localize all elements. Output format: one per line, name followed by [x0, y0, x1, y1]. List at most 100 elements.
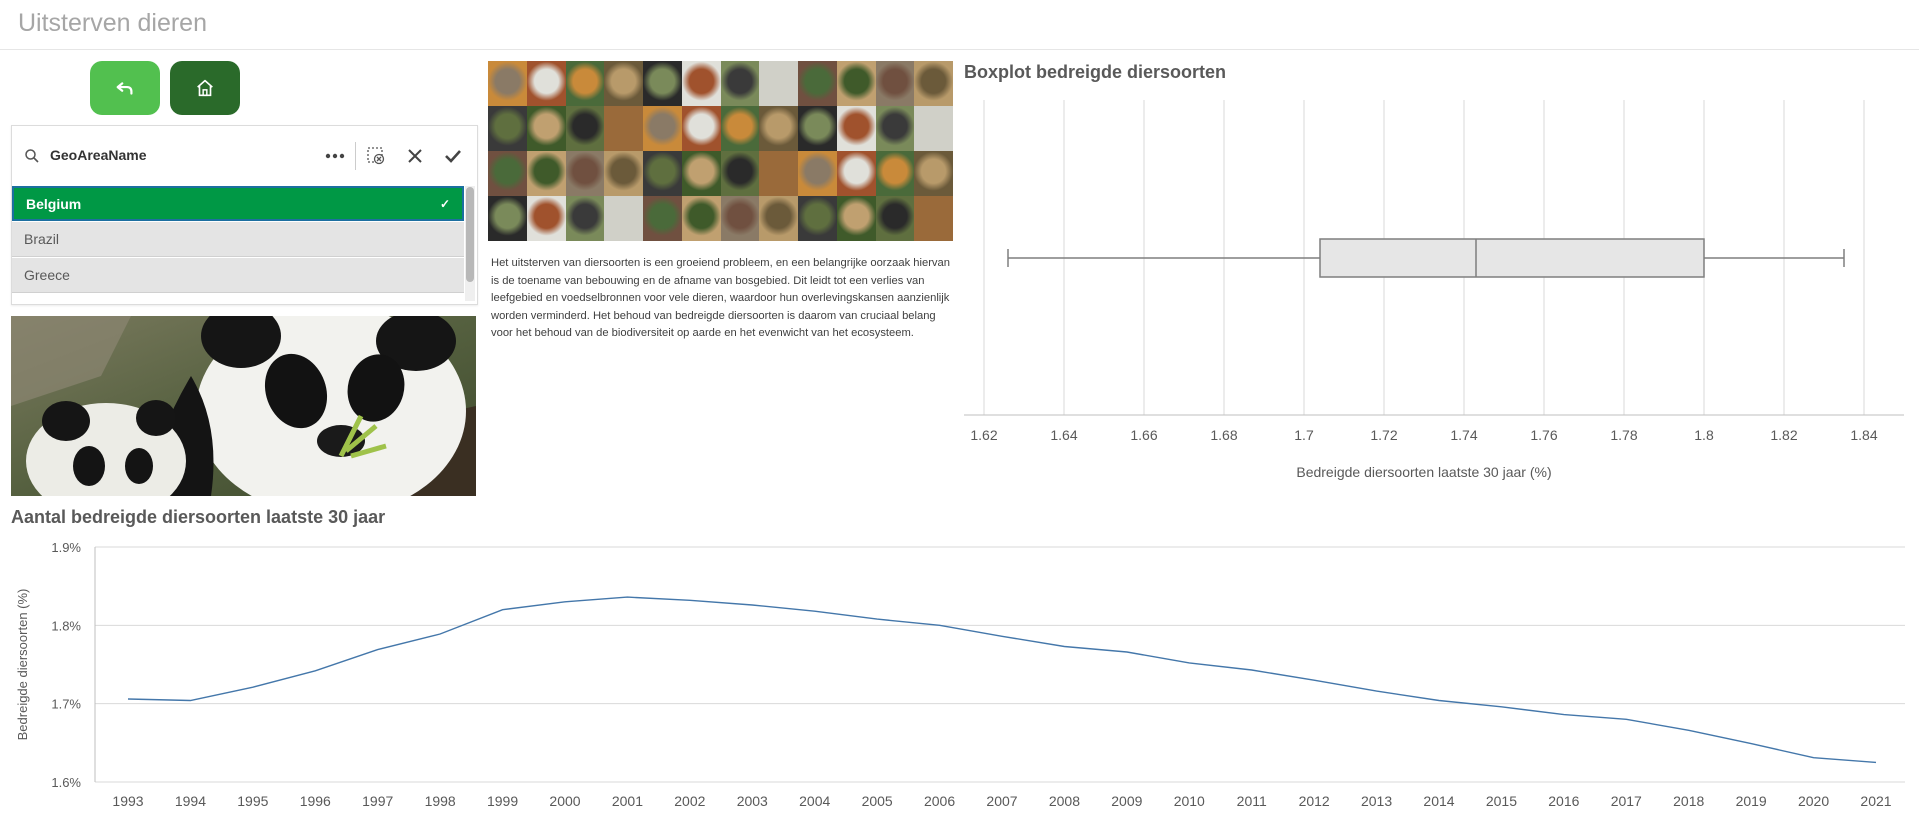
collage-tile [565, 61, 605, 106]
home-icon [197, 79, 213, 97]
linechart-y-tick-label: 1.8% [51, 618, 81, 633]
linechart-x-tick-label: 2018 [1673, 793, 1704, 809]
linechart-y-axis-label: Bedreigde diersoorten (%) [15, 589, 30, 741]
selected-check-icon: ✓ [439, 196, 450, 211]
collage-tile [604, 151, 643, 196]
collage-tile [565, 196, 605, 241]
linechart-x-tick-label: 1996 [300, 793, 331, 809]
filter-item-greece[interactable]: Greece [12, 258, 464, 293]
filter-item-label: Greece [24, 267, 70, 283]
boxplot-tick-label: 1.78 [1610, 427, 1637, 443]
collage-tile [759, 151, 798, 196]
filter-item-label: Belgium [26, 195, 82, 212]
collage-tile [759, 196, 798, 241]
collage-tile [914, 106, 953, 151]
description-text: Het uitsterven van diersoorten is een gr… [491, 257, 950, 340]
boxplot-tick-label: 1.64 [1050, 427, 1077, 443]
collage-tile [643, 61, 682, 106]
collage-tile [875, 196, 915, 241]
boxplot-tick-label: 1.82 [1770, 427, 1797, 443]
linechart-x-tick-label: 2007 [986, 793, 1017, 809]
boxplot-chart: 1.62 1.64 1.66 1.68 1.7 1.72 1.74 1.76 1.78 1.8 1.… [964, 100, 1904, 480]
filter-item-belgium[interactable]: Belgium ✓ [12, 186, 464, 221]
collage-tile [798, 106, 837, 151]
boxplot-tick-label: 1.84 [1850, 427, 1877, 443]
boxplot-x-axis-label: Bedreigde diersoorten laatste 30 jaar (%… [1296, 464, 1551, 480]
linechart-x-tick-label: 2017 [1611, 793, 1642, 809]
collage-tile [488, 196, 527, 241]
collage-tile [875, 61, 915, 106]
linechart-y-tick-label: 1.7% [51, 697, 81, 712]
collage-tile [604, 61, 643, 106]
collage-tile [643, 151, 682, 196]
confirm-check-icon[interactable] [441, 144, 465, 168]
collage-tile [526, 106, 566, 151]
collage-tile [914, 151, 953, 196]
collage-tile [681, 151, 721, 196]
linechart-x-tick-label: 2019 [1736, 793, 1767, 809]
collage-tile [798, 196, 837, 241]
boxplot-tick-label: 1.74 [1450, 427, 1477, 443]
back-arrow-icon [116, 82, 133, 95]
linechart-y-tick-label: 1.6% [51, 775, 81, 790]
linechart-x-tick-label: 1998 [425, 793, 456, 809]
filter-item-label: Brazil [24, 231, 60, 247]
app-title: Uitsterven dieren [18, 9, 207, 37]
collage-tile [875, 106, 915, 151]
close-icon[interactable] [403, 144, 427, 168]
home-button[interactable] [170, 61, 240, 115]
header-divider [355, 142, 356, 170]
boxplot-tick-label: 1.68 [1210, 427, 1237, 443]
clear-selection-icon[interactable] [364, 144, 388, 168]
collage-tile [720, 61, 760, 106]
collage-tile [526, 61, 566, 106]
collage-tile [914, 196, 953, 241]
collage-tile [526, 151, 566, 196]
collage-tile [488, 61, 527, 106]
boxplot-tick-label: 1.66 [1130, 427, 1157, 443]
back-button[interactable] [90, 61, 160, 115]
collage-tile [836, 196, 876, 241]
linechart-x-tick-label: 2006 [924, 793, 955, 809]
search-icon[interactable] [20, 144, 44, 168]
boxplot-box [1319, 238, 1705, 278]
linechart-series-line [127, 596, 1877, 764]
linechart-x-tick-label: 2009 [1111, 793, 1142, 809]
linechart-x-tick-label: 2001 [612, 793, 643, 809]
collage-tile [643, 106, 682, 151]
linechart-x-tick-label: 1994 [175, 793, 206, 809]
filter-item-brazil[interactable]: Brazil [12, 222, 464, 257]
top-bar [0, 0, 1919, 50]
linechart-x-tick-label: 2014 [1423, 793, 1454, 809]
linechart-y-tick-label: 1.9% [51, 540, 81, 555]
collage-tile [836, 61, 876, 106]
scrollbar-thumb[interactable] [466, 187, 474, 282]
collage-tile [720, 196, 760, 241]
boxplot-tick-label: 1.8 [1694, 427, 1714, 443]
linechart-x-tick-label: 1993 [112, 793, 143, 809]
linechart-x-tick-label: 2004 [799, 793, 830, 809]
linechart-title: Aantal bedreigde diersoorten laatste 30 … [11, 507, 386, 527]
collage-tile [526, 196, 566, 241]
boxplot-tick-label: 1.7 [1294, 427, 1314, 443]
filter-header: GeoAreaName [12, 126, 477, 184]
linechart-x-tick-label: 2008 [1049, 793, 1080, 809]
linechart-x-tick-label: 2002 [674, 793, 705, 809]
linechart-x-tick-label: 1997 [362, 793, 393, 809]
linechart-x-tick-label: 1999 [487, 793, 518, 809]
line-chart: 1.6% 1.7% 1.8% 1.9% 1993 1994 1995 1996 1997 1998… [15, 540, 1905, 809]
collage-tile [759, 106, 798, 151]
collage-tile [604, 196, 643, 241]
linechart-x-tick-label: 2005 [862, 793, 893, 809]
linechart-x-tick-label: 2012 [1299, 793, 1330, 809]
panda-image [11, 316, 476, 496]
collage-tile [720, 151, 760, 196]
collage-tile [681, 61, 721, 106]
collage-tile [914, 61, 953, 106]
more-options-icon[interactable] [323, 144, 347, 168]
collage-tile [875, 151, 915, 196]
animal-collage-image [488, 61, 953, 241]
linechart-x-tick-label: 2021 [1860, 793, 1891, 809]
linechart-x-tick-label: 1995 [237, 793, 268, 809]
boxplot-tick-label: 1.72 [1370, 427, 1397, 443]
